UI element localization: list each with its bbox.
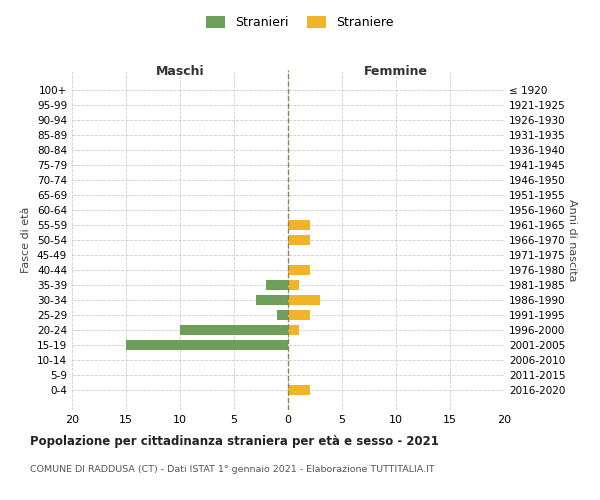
- Text: COMUNE DI RADDUSA (CT) - Dati ISTAT 1° gennaio 2021 - Elaborazione TUTTITALIA.IT: COMUNE DI RADDUSA (CT) - Dati ISTAT 1° g…: [30, 465, 434, 474]
- Legend: Stranieri, Straniere: Stranieri, Straniere: [202, 11, 398, 34]
- Bar: [126, 340, 288, 349]
- Bar: [288, 325, 299, 334]
- Text: Femmine: Femmine: [364, 66, 428, 78]
- Text: Maschi: Maschi: [155, 66, 205, 78]
- Bar: [288, 295, 320, 304]
- Bar: [288, 385, 310, 394]
- Bar: [288, 265, 310, 275]
- Bar: [256, 295, 288, 304]
- Y-axis label: Anni di nascita: Anni di nascita: [567, 198, 577, 281]
- Bar: [266, 280, 288, 290]
- Bar: [288, 310, 310, 320]
- Bar: [277, 310, 288, 320]
- Y-axis label: Fasce di età: Fasce di età: [22, 207, 31, 273]
- Bar: [288, 220, 310, 230]
- Text: Popolazione per cittadinanza straniera per età e sesso - 2021: Popolazione per cittadinanza straniera p…: [30, 435, 439, 448]
- Bar: [288, 280, 299, 290]
- Bar: [288, 235, 310, 245]
- Bar: [180, 325, 288, 334]
